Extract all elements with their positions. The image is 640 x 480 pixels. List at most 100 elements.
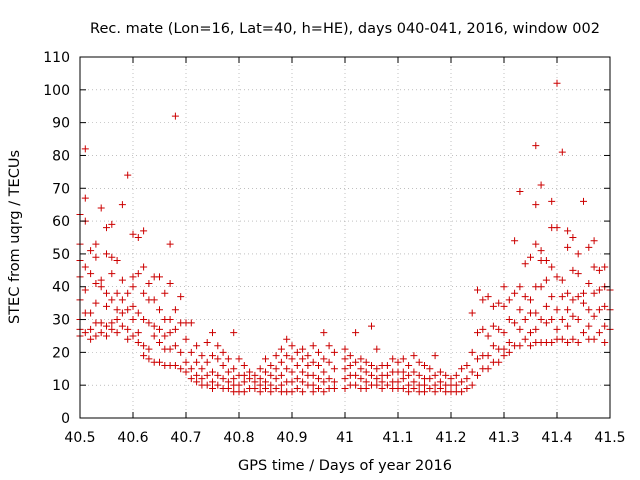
data-point bbox=[277, 358, 285, 366]
data-point bbox=[209, 378, 216, 386]
data-point bbox=[521, 260, 529, 268]
data-point bbox=[166, 345, 174, 353]
data-point bbox=[103, 302, 110, 310]
data-point bbox=[193, 342, 201, 350]
data-point bbox=[569, 312, 577, 320]
data-point bbox=[166, 329, 174, 337]
data-point bbox=[431, 352, 439, 360]
data-point bbox=[500, 283, 508, 291]
data-point bbox=[103, 322, 110, 330]
data-point bbox=[166, 316, 174, 324]
data-point bbox=[320, 378, 328, 386]
data-point bbox=[595, 286, 603, 294]
data-point bbox=[103, 224, 110, 232]
data-point bbox=[548, 293, 556, 301]
data-point bbox=[272, 384, 280, 392]
data-point bbox=[171, 361, 179, 369]
data-point bbox=[171, 306, 179, 314]
data-point bbox=[463, 361, 471, 369]
data-point bbox=[240, 371, 248, 379]
data-point bbox=[256, 388, 264, 396]
data-point bbox=[452, 381, 460, 389]
data-point bbox=[373, 375, 381, 383]
data-point bbox=[511, 319, 519, 327]
y-tick-label: 90 bbox=[52, 116, 70, 132]
data-point bbox=[198, 365, 206, 373]
data-point bbox=[580, 197, 587, 205]
data-point bbox=[267, 371, 275, 379]
data-point bbox=[325, 358, 333, 366]
data-point bbox=[193, 371, 201, 379]
data-point bbox=[484, 332, 492, 340]
data-point bbox=[495, 325, 503, 333]
data-point bbox=[145, 279, 153, 287]
data-point bbox=[320, 329, 328, 337]
data-point bbox=[262, 378, 269, 386]
y-tick-label: 50 bbox=[52, 247, 70, 263]
data-point bbox=[436, 378, 444, 386]
data-point bbox=[315, 361, 322, 369]
x-tick-label: 41.4 bbox=[541, 430, 572, 446]
data-point bbox=[299, 378, 307, 386]
data-point bbox=[177, 348, 185, 356]
data-point bbox=[378, 384, 386, 392]
data-point bbox=[569, 266, 577, 274]
data-point bbox=[574, 293, 582, 301]
data-point bbox=[140, 289, 148, 297]
data-point bbox=[108, 270, 116, 278]
data-point bbox=[92, 332, 100, 340]
data-point bbox=[283, 335, 291, 343]
data-point bbox=[421, 388, 428, 396]
data-point bbox=[558, 148, 566, 156]
data-point bbox=[108, 296, 116, 304]
data-point bbox=[394, 378, 402, 386]
data-point bbox=[118, 322, 126, 330]
data-point bbox=[436, 368, 444, 376]
data-point bbox=[320, 388, 328, 396]
data-point bbox=[304, 361, 312, 369]
data-point bbox=[182, 358, 190, 366]
data-point bbox=[309, 342, 317, 350]
data-point bbox=[532, 240, 540, 248]
data-point bbox=[553, 79, 561, 87]
data-point bbox=[558, 293, 566, 301]
y-tick-label: 0 bbox=[61, 411, 70, 427]
data-point bbox=[129, 316, 137, 324]
data-point bbox=[527, 296, 534, 304]
data-point bbox=[171, 325, 179, 333]
data-point bbox=[521, 335, 529, 343]
data-point bbox=[230, 329, 238, 337]
data-point bbox=[474, 286, 481, 294]
data-point bbox=[177, 365, 185, 373]
data-point bbox=[251, 384, 259, 392]
data-point bbox=[134, 309, 142, 317]
data-point bbox=[108, 319, 116, 327]
data-point bbox=[203, 339, 211, 347]
data-point bbox=[193, 378, 201, 386]
data-point bbox=[585, 279, 593, 287]
data-point bbox=[569, 234, 577, 241]
x-tick-labels: 40.5 40.6 40.7 40.8 40.9 41 41.1 41.2 41.3 41.4 41… bbox=[64, 430, 625, 446]
data-point bbox=[150, 332, 158, 340]
data-point bbox=[580, 299, 587, 307]
data-point bbox=[421, 381, 428, 389]
data-point bbox=[118, 296, 126, 304]
data-point bbox=[479, 296, 487, 304]
data-point bbox=[405, 388, 413, 396]
data-point bbox=[92, 299, 100, 307]
data-point bbox=[474, 371, 481, 379]
data-point bbox=[256, 381, 264, 389]
data-point bbox=[171, 342, 179, 350]
x-tick-label: 40.6 bbox=[117, 430, 148, 446]
data-point bbox=[452, 371, 460, 379]
data-point bbox=[489, 322, 497, 330]
data-point bbox=[108, 253, 116, 261]
y-tick-label: 100 bbox=[43, 83, 70, 99]
data-point bbox=[537, 283, 545, 291]
data-point bbox=[601, 339, 609, 347]
data-point bbox=[585, 322, 593, 330]
data-point bbox=[389, 355, 397, 363]
data-point bbox=[426, 375, 434, 383]
data-point bbox=[532, 201, 540, 209]
data-point bbox=[134, 339, 142, 347]
